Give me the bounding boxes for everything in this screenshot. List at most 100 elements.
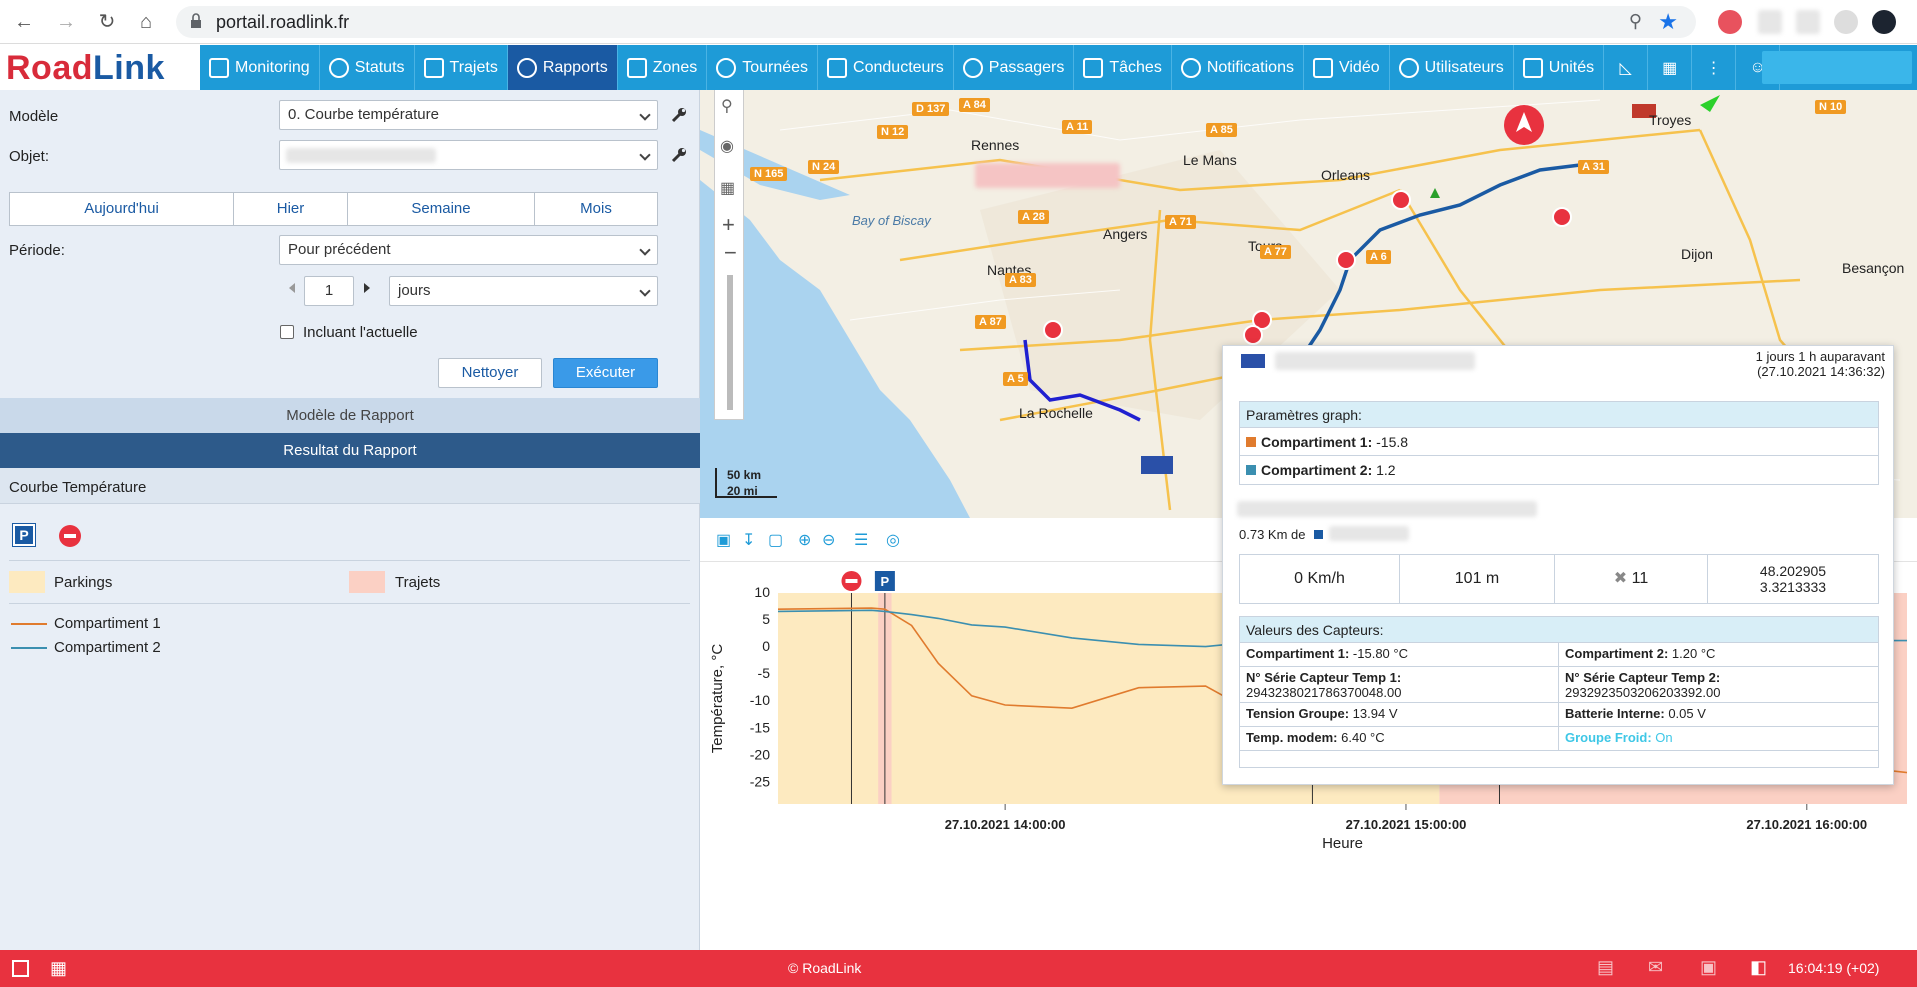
wrench-icon[interactable]	[670, 146, 688, 164]
result-section-tab[interactable]: Resultat du Rapport	[0, 433, 700, 468]
passenger-icon	[962, 57, 983, 78]
menu-item-notifications[interactable]: Notifications	[1172, 45, 1304, 90]
grid-icon[interactable]: ▦	[50, 958, 68, 978]
eye-icon[interactable]: ◉	[720, 138, 734, 155]
map-controls: ⚲ ◉ ▦ + −	[714, 90, 744, 420]
extension-icon[interactable]	[1796, 10, 1820, 34]
footer-copyright: © RoadLink	[788, 960, 862, 976]
menu-item-zones[interactable]: Zones	[618, 45, 708, 90]
address-bar[interactable]: portail.roadlink.fr ⚲ ★	[176, 6, 1696, 38]
forward-arrow-icon[interactable]: →	[56, 11, 76, 33]
map-scale: 50 km 20 mi	[715, 468, 777, 498]
zoom-in-icon[interactable]: +	[722, 212, 735, 237]
y-tick-label: -15	[750, 719, 770, 735]
menu-item-rapports[interactable]: Rapports	[507, 45, 618, 90]
menu-item-monitoring[interactable]: Monitoring	[200, 45, 320, 90]
report-title: Courbe Température	[9, 479, 147, 496]
zoom-slider[interactable]	[727, 275, 733, 410]
wrench-icon[interactable]	[670, 106, 688, 124]
fit-icon[interactable]: ▢	[768, 532, 784, 549]
extension-icon[interactable]	[1834, 10, 1858, 34]
menu-item-passagers[interactable]: Passagers	[954, 45, 1075, 90]
road-badge: A 77	[1260, 245, 1291, 259]
apps-grid-icon[interactable]: ▦	[1648, 45, 1693, 90]
template-section-tab[interactable]: Modèle de Rapport	[0, 398, 700, 433]
map-layers-icon[interactable]: ▦	[720, 180, 736, 197]
menu-item-vid-o[interactable]: Vidéo	[1304, 45, 1390, 90]
series2-legend-label[interactable]: Compartiment 2	[54, 639, 161, 656]
period-yesterday-button[interactable]: Hier	[234, 193, 348, 225]
snapshot-icon[interactable]: ◎	[886, 532, 900, 549]
zoom-select-icon[interactable]: ▣	[716, 532, 732, 549]
popup-timestamp: (27.10.2021 14:36:32)	[1757, 364, 1885, 379]
objet-select[interactable]	[279, 140, 658, 170]
objet-label: Objet:	[9, 148, 50, 165]
search-icon[interactable]: ⚲	[721, 98, 733, 115]
zoom-out-icon[interactable]: ⊖	[822, 532, 836, 549]
road-badge: A 87	[975, 315, 1006, 329]
roadlink-logo[interactable]: RoadLink	[0, 45, 200, 90]
book-icon[interactable]: ◧	[1750, 957, 1768, 977]
menu-item-trajets[interactable]: Trajets	[415, 45, 508, 90]
increment-icon[interactable]	[364, 283, 370, 293]
periode-select[interactable]: Pour précédent	[279, 235, 658, 265]
profile-avatar[interactable]	[1872, 10, 1896, 34]
distance-text: 0.73 Km de	[1239, 527, 1306, 542]
modele-select[interactable]: 0. Courbe température	[279, 100, 658, 130]
back-arrow-icon[interactable]: ←	[14, 11, 34, 33]
image-icon[interactable]: ▣	[1700, 957, 1718, 977]
extension-icon[interactable]	[1758, 10, 1782, 34]
ruler-icon[interactable]: ◺	[1604, 45, 1649, 90]
browser-toolbar: ← → ↻ ⌂ portail.roadlink.fr ⚲ ★	[0, 0, 1917, 44]
satellites-value: 11	[1631, 570, 1649, 587]
map-label: Bay of Biscay	[852, 213, 931, 228]
menu-item-unit-s[interactable]: Unités	[1514, 45, 1605, 90]
menu-item-statuts[interactable]: Statuts	[320, 45, 415, 90]
execute-button[interactable]: Exécuter	[553, 358, 658, 388]
reload-icon[interactable]: ↻	[98, 11, 116, 33]
period-unit-select[interactable]: jours	[389, 276, 658, 306]
home-icon[interactable]: ⌂	[139, 11, 153, 33]
no-entry-icon[interactable]	[59, 525, 81, 547]
satellite-icon: ✖	[1613, 570, 1628, 587]
header-search[interactable]	[1762, 51, 1912, 84]
road-badge: N 12	[877, 125, 909, 139]
map-view[interactable]: Rennes Le Mans Orleans Angers Tours Nant…	[700, 90, 1917, 518]
zoom-in-icon[interactable]: ⊕	[798, 532, 812, 549]
modele-label: Modèle	[9, 108, 59, 125]
messages-icon[interactable]: ▤	[1597, 957, 1615, 977]
decrement-icon[interactable]	[289, 283, 295, 293]
list-icon[interactable]: ☰	[854, 532, 869, 549]
sensor-cell: Batterie Interne: 0.05 V	[1559, 703, 1878, 727]
zoom-out-icon[interactable]: −	[724, 240, 737, 265]
series1-legend-label[interactable]: Compartiment 1	[54, 615, 161, 632]
period-week-button[interactable]: Semaine	[348, 193, 535, 225]
sensor-cell: Temp. modem: 6.40 °C	[1240, 727, 1559, 751]
y-tick-label: -25	[750, 773, 770, 789]
menu-item-tourn-es[interactable]: Tournées	[707, 45, 819, 90]
period-month-button[interactable]: Mois	[580, 200, 612, 217]
parking-icon[interactable]: P	[12, 523, 36, 547]
menu-item-t-ches[interactable]: Tâches	[1074, 45, 1172, 90]
clear-button[interactable]: Nettoyer	[438, 358, 542, 388]
blurred-label	[975, 163, 1120, 188]
road-badge: D 137	[912, 102, 950, 116]
menu-item-conducteurs[interactable]: Conducteurs	[818, 45, 954, 90]
mail-icon[interactable]: ✉	[1648, 957, 1664, 977]
altitude-value: 101 m	[1400, 555, 1555, 603]
parking-legend-swatch	[9, 571, 45, 593]
period-count-input[interactable]: 1	[304, 276, 354, 306]
period-today-button[interactable]: Aujourd'hui	[10, 193, 234, 225]
panel-toggle-icon[interactable]	[12, 960, 29, 977]
road-badge: N 24	[808, 160, 840, 174]
key-icon[interactable]: ⚲	[1628, 11, 1642, 31]
period-quick-select: Aujourd'hui Hier Semaine Mois	[9, 192, 658, 226]
bookmark-star-icon[interactable]: ★	[1658, 9, 1678, 34]
menu-item-utilisateurs[interactable]: Utilisateurs	[1390, 45, 1514, 90]
more-vert-icon[interactable]: ⋮	[1692, 45, 1737, 90]
x-zoom-icon[interactable]: ↧	[742, 532, 756, 549]
app-header: RoadLink Monitoring Statuts Trajets Rapport…	[0, 45, 1917, 90]
extension-stop-icon[interactable]	[1718, 10, 1742, 34]
y-tick-label: -5	[758, 665, 771, 681]
include-current-checkbox[interactable]	[280, 325, 294, 339]
